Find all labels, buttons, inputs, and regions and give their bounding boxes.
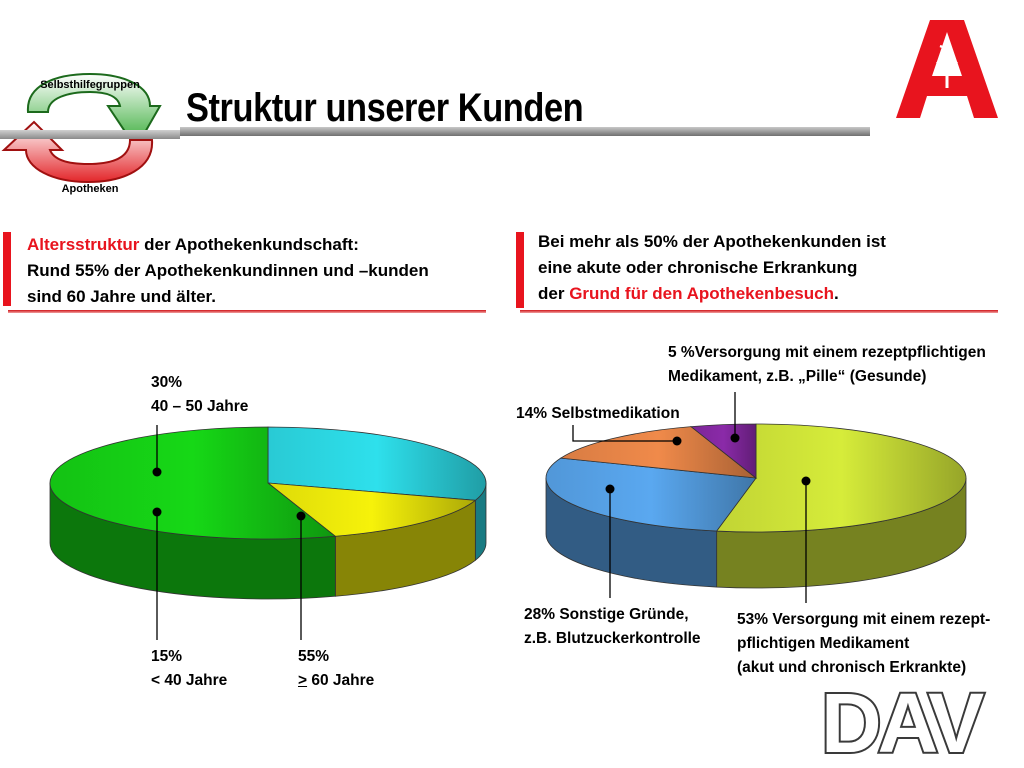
leader-selbstmedikation-line	[572, 425, 677, 442]
leader-40-50-dot	[152, 467, 162, 477]
leader-sonstige-dot	[605, 484, 615, 494]
left-box-accent	[3, 232, 11, 306]
leader-selbstmedikation-dot	[672, 436, 682, 446]
leader-60-plus-dot	[296, 511, 306, 521]
age-label-40-50-text: 40 – 50 Jahre	[151, 398, 249, 415]
reason-label-rezept-l1: 53% Versorgung mit einem rezept-	[737, 611, 991, 628]
page-title: Struktur unserer Kunden	[186, 86, 584, 130]
title-rule-light	[0, 130, 180, 139]
age-label-40-50: 30% 40 – 50 Jahre	[151, 371, 248, 419]
reason-label-sonstige: 28% Sonstige Gründe, z.B. Blutzuckerkont…	[524, 603, 701, 651]
left-box-line3: sind 60 Jahre und älter.	[27, 287, 216, 306]
right-box-accent	[516, 232, 524, 308]
reason-label-gesunde: 5 %Versorgung mit einem rezeptpflichtige…	[668, 341, 986, 389]
dav-logo-text: DAV	[821, 682, 984, 762]
age-label-60-plus: 55% > 60 Jahre	[298, 645, 374, 693]
slice-sonstige	[545, 457, 757, 532]
reason-label-selbstmedikation: 14% Selbstmedikation	[516, 402, 680, 426]
leader-under-40-dot	[152, 507, 162, 517]
reason-label-sonstige-l1: 28% Sonstige Gründe,	[524, 606, 689, 623]
reason-label-rezept-l3: (akut und chronisch Erkrankte)	[737, 659, 967, 676]
reason-label-rezept: 53% Versorgung mit einem rezept- pflicht…	[737, 608, 990, 680]
reason-label-gesunde-l2: Medikament, z.B. „Pille“ (Gesunde)	[668, 368, 927, 385]
slice-gesunde	[690, 423, 757, 479]
right-box-line1: Bei mehr als 50% der Apothekenkunden ist	[538, 232, 886, 251]
leader-rezept-dot	[801, 476, 811, 486]
left-box-highlight: Altersstruktur	[27, 235, 140, 254]
reason-label-rezept-l2: pflichtigen Medikament	[737, 635, 910, 652]
reason-label-sonstige-l2: z.B. Blutzuckerkontrolle	[524, 630, 701, 647]
slice-40-50	[267, 426, 487, 501]
cycle-bottom-label: Apotheken	[62, 183, 119, 195]
right-box-line3-post: .	[833, 284, 839, 303]
slice-60-plus	[49, 426, 337, 540]
left-box-line2: Rund 55% der Apothekenkundinnen und –kun…	[27, 261, 429, 280]
left-box-underline	[8, 310, 486, 313]
leader-gesunde-dot	[730, 433, 740, 443]
slice-rezept	[715, 423, 967, 533]
left-info-box: Altersstruktur der Apothekenkundschaft: …	[27, 232, 497, 310]
age-label-under-40: 15% < 40 Jahre	[151, 645, 227, 693]
right-box-highlight: Grund für den Apothekenbesuch	[569, 284, 834, 303]
right-box-line2: eine akute oder chronische Erkrankung	[538, 258, 858, 277]
right-box-line3-pre: der	[538, 284, 570, 303]
left-box-line1: der Apothekenkundschaft:	[139, 235, 359, 254]
title-rule	[180, 127, 870, 136]
age-label-under-40-pct: 15%	[151, 648, 183, 665]
age-label-40-50-pct: 30%	[151, 374, 183, 391]
slice-under-40	[266, 482, 477, 537]
apotheke-a-logo	[896, 20, 998, 118]
age-label-under-40-text: < 40 Jahre	[151, 672, 228, 689]
age-label-60-plus-pct: 55%	[298, 648, 330, 665]
age-label-60-plus-text: 60 Jahre	[307, 672, 375, 689]
dav-logo: DAV	[819, 682, 990, 762]
green-arrow-icon	[26, 72, 162, 150]
cycle-top-label: Selbsthilfegruppen	[40, 79, 140, 91]
reason-label-gesunde-l1: 5 %Versorgung mit einem rezeptpflichtige…	[668, 344, 986, 361]
right-info-box: Bei mehr als 50% der Apothekenkunden ist…	[538, 229, 1008, 307]
age-label-60-plus-ge: >	[298, 672, 308, 689]
reason-label-selbstmedikation-l1: 14% Selbstmedikation	[516, 405, 680, 422]
right-box-underline	[520, 310, 998, 313]
